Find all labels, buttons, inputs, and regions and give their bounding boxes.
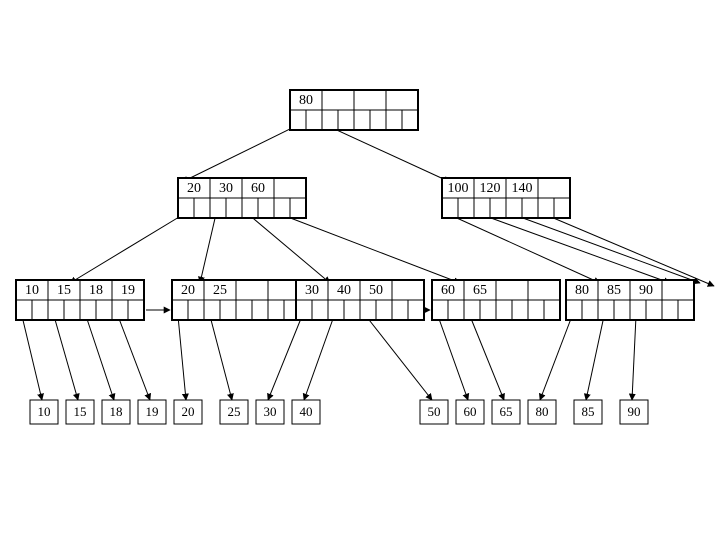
node-key: 18 (89, 283, 103, 298)
tree-edge (210, 316, 232, 400)
data-box: 19 (138, 400, 166, 424)
node-key: 140 (512, 181, 533, 196)
data-box-label: 50 (428, 404, 441, 419)
node-key: 65 (473, 283, 487, 298)
tree-edge (540, 316, 572, 400)
data-box: 85 (574, 400, 602, 424)
tree-edge (470, 316, 504, 400)
data-box-label: 90 (628, 404, 641, 419)
tree-edge (178, 316, 186, 400)
data-box: 25 (220, 400, 248, 424)
data-box: 60 (456, 400, 484, 424)
edges-layer (22, 126, 714, 400)
data-box: 50 (420, 400, 448, 424)
node-key: 25 (213, 283, 227, 298)
data-box: 40 (292, 400, 320, 424)
tree-edge (512, 214, 700, 283)
node-key: 15 (57, 283, 71, 298)
data-box: 15 (66, 400, 94, 424)
tree-edge (448, 214, 600, 283)
node-key: 30 (219, 181, 233, 196)
node-key: 85 (607, 283, 621, 298)
tree-edge (544, 214, 714, 286)
node-key: 40 (337, 283, 351, 298)
node-key: 90 (639, 283, 653, 298)
btree-node: 2025 (172, 280, 300, 320)
node-key: 20 (187, 181, 201, 196)
data-box: 18 (102, 400, 130, 424)
btree-node: 60 65 (432, 280, 560, 320)
data-box-label: 40 (300, 404, 313, 419)
data-box-label: 25 (228, 404, 241, 419)
data-box: 30 (256, 400, 284, 424)
tree-edge (268, 316, 302, 400)
tree-edge (280, 214, 460, 283)
tree-edge (248, 214, 330, 283)
tree-edge (328, 126, 450, 182)
data-box-label: 18 (110, 404, 123, 419)
tree-edge (480, 214, 670, 283)
node-key: 80 (575, 283, 589, 298)
node-key: 100 (448, 181, 469, 196)
btree-node: 30 40 50 (296, 280, 424, 320)
data-box: 80 (528, 400, 556, 424)
btree-diagram: 8020306010012014010151819202530405060658… (0, 0, 720, 540)
tree-edge (118, 316, 150, 400)
tree-edge (586, 316, 604, 400)
tree-edge (54, 316, 78, 400)
node-key: 80 (299, 93, 313, 108)
node-key: 50 (369, 283, 383, 298)
btree-node: 80 (290, 90, 418, 130)
node-key: 60 (441, 283, 455, 298)
data-box: 20 (174, 400, 202, 424)
node-key: 60 (251, 181, 265, 196)
data-box-label: 65 (500, 404, 513, 419)
tree-edge (438, 316, 468, 400)
data-box: 10 (30, 400, 58, 424)
data-box-label: 19 (146, 404, 159, 419)
data-box-label: 10 (38, 404, 51, 419)
data-box-label: 20 (182, 404, 195, 419)
node-key: 20 (181, 283, 195, 298)
btree-node: 80 85 90 (566, 280, 694, 320)
data-box: 65 (492, 400, 520, 424)
data-box: 90 (620, 400, 648, 424)
tree-edge (70, 214, 184, 283)
tree-edge (200, 214, 216, 283)
node-key: 120 (480, 181, 501, 196)
data-box-label: 60 (464, 404, 477, 419)
tree-edge (22, 316, 42, 400)
btree-node: 100 120 140 (442, 178, 570, 218)
data-box-label: 80 (536, 404, 549, 419)
data-box-label: 30 (264, 404, 277, 419)
tree-edge (366, 316, 432, 400)
btree-node: 10 15 18 19 (16, 280, 144, 320)
node-key: 30 (305, 283, 319, 298)
data-box-label: 15 (74, 404, 87, 419)
node-key: 10 (25, 283, 39, 298)
tree-edge (182, 126, 296, 182)
tree-edge (86, 316, 114, 400)
node-key: 19 (121, 283, 135, 298)
data-box-label: 85 (582, 404, 595, 419)
btree-node: 20 30 60 (178, 178, 306, 218)
tree-edge (304, 316, 334, 400)
tree-edge (632, 316, 636, 400)
